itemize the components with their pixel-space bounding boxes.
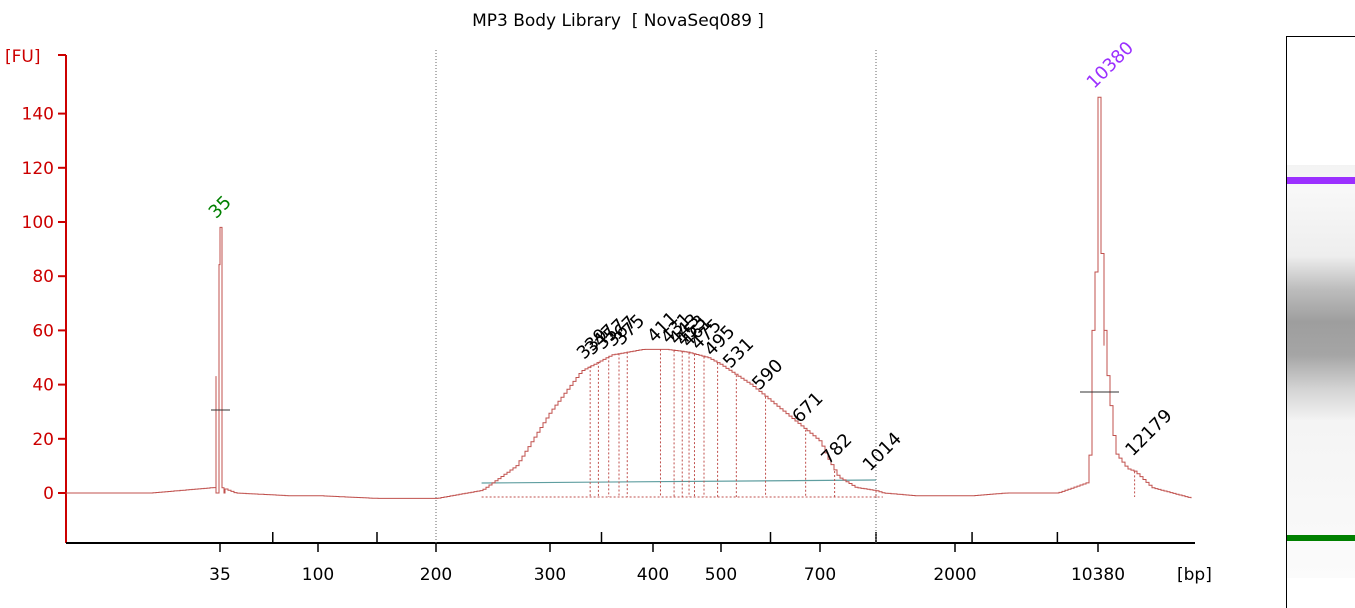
trace-line — [66, 96, 1192, 499]
x-tick-label: 400 — [637, 565, 669, 585]
peak-label: 671 — [788, 388, 827, 427]
x-tick-label: 100 — [302, 565, 334, 585]
y-tick-label: 120 — [22, 159, 54, 179]
upper-marker-label: 10380 — [1083, 38, 1138, 93]
y-tick-label: 60 — [32, 321, 54, 341]
x-tick-label: 200 — [420, 565, 452, 585]
gel-lane — [1286, 36, 1355, 608]
x-tick-label: 300 — [534, 565, 566, 585]
peak-label: 12179 — [1121, 405, 1176, 460]
lower-marker-label: 35 — [205, 192, 236, 223]
x-tick-label: 700 — [804, 565, 836, 585]
x-tick-label: 500 — [705, 565, 737, 585]
y-tick-label: 100 — [22, 213, 54, 233]
x-tick-label: 2000 — [933, 565, 976, 585]
gel-lower-marker-band — [1287, 535, 1355, 541]
region-baseline — [481, 479, 877, 484]
x-axis-label: [bp] — [1177, 565, 1212, 585]
gel-smear — [1287, 165, 1355, 578]
y-axis-label: [FU] — [5, 47, 41, 67]
electropherogram: MP3 Body Library [ NovaSeq089 ] [FU] [bp… — [5, 11, 1212, 585]
y-tick-label: 40 — [32, 376, 54, 396]
peak-label: 1014 — [859, 428, 906, 475]
y-tick-label: 20 — [32, 430, 54, 450]
x-tick-label: 35 — [209, 565, 231, 585]
peak-label: 590 — [748, 355, 787, 394]
y-tick-label: 140 — [22, 105, 54, 125]
y-tick-label: 80 — [32, 267, 54, 287]
x-tick-label: 10380 — [1071, 565, 1125, 585]
gel-upper-marker-band — [1287, 177, 1355, 184]
y-tick-label: 0 — [43, 484, 54, 504]
peak-label: 782 — [817, 429, 856, 468]
chart-title: MP3 Body Library [ NovaSeq089 ] — [472, 11, 764, 31]
